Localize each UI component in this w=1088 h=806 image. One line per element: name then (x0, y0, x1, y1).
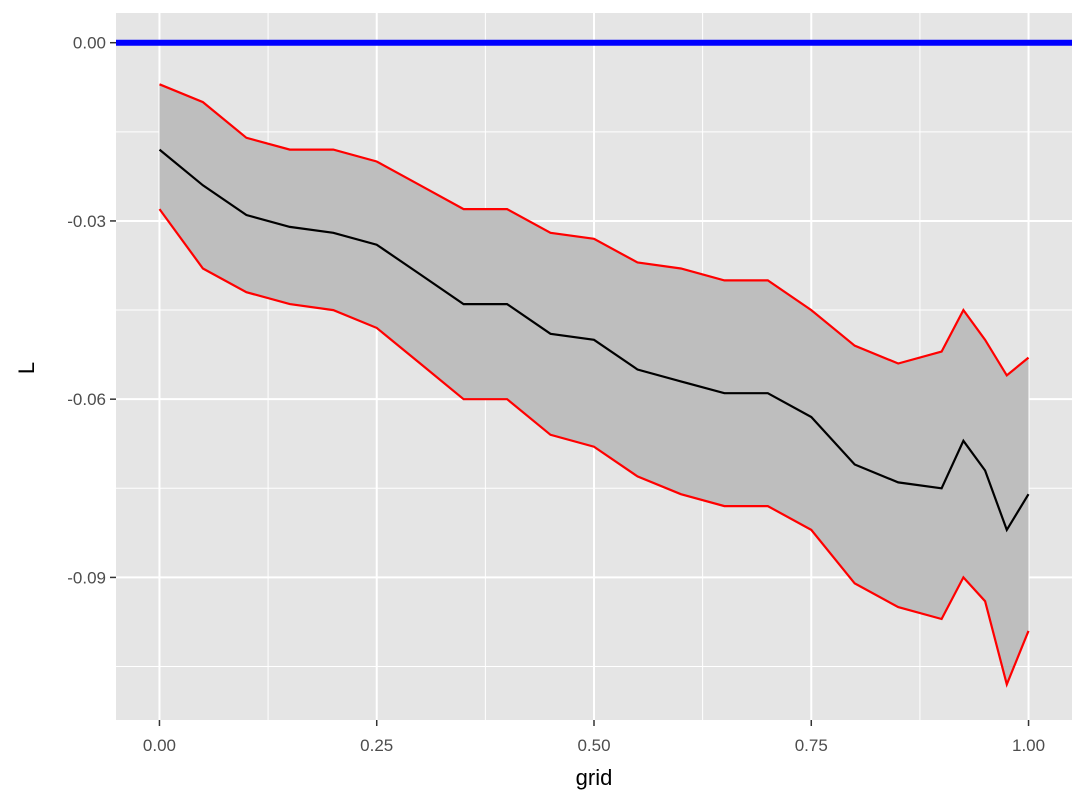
confidence-band (159, 84, 1029, 685)
x-tick-label: 1.00 (1012, 736, 1045, 755)
estimate-line (158, 148, 1030, 533)
y-tick-label: 0.00 (73, 34, 106, 53)
x-axis-ticks: 0.00 0.25 0.50 0.75 1.00 (143, 720, 1045, 755)
y-axis-title: L (14, 362, 39, 374)
lower-bound-line (158, 208, 1030, 688)
y-tick-label: -0.03 (67, 212, 106, 231)
upper-bound-line (159, 83, 1030, 378)
x-tick-label: 0.75 (795, 736, 828, 755)
y-tick-label: -0.09 (67, 568, 106, 587)
x-tick-label: 0.00 (143, 736, 176, 755)
x-axis-title: grid (576, 765, 613, 790)
x-tick-label: 0.25 (360, 736, 393, 755)
y-axis-ticks: 0.00 -0.03 -0.06 -0.09 (67, 34, 116, 587)
y-tick-label: -0.06 (67, 390, 106, 409)
x-tick-label: 0.50 (577, 736, 610, 755)
